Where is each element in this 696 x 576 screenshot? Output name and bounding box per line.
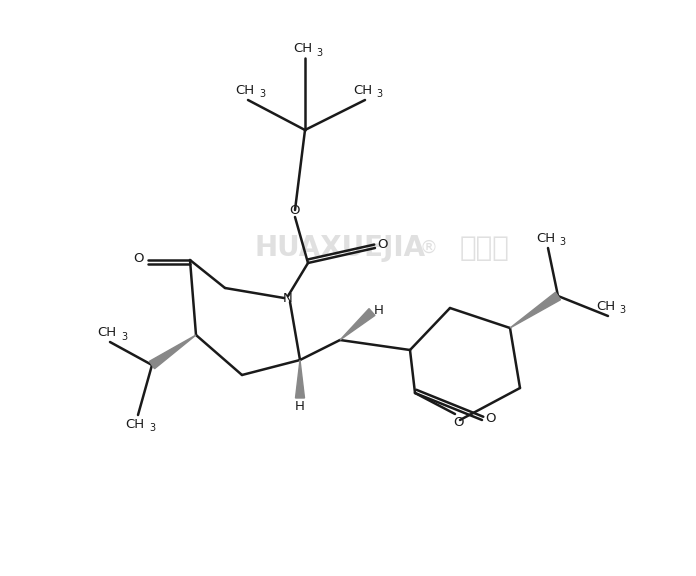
Text: 3: 3 <box>121 332 127 342</box>
Text: O: O <box>453 415 464 429</box>
Text: CH: CH <box>294 43 313 55</box>
Text: CH: CH <box>596 300 615 313</box>
Text: CH: CH <box>97 327 116 339</box>
Text: 3: 3 <box>316 48 322 58</box>
Text: O: O <box>290 203 300 217</box>
Text: O: O <box>486 412 496 426</box>
Text: 3: 3 <box>619 305 625 315</box>
Text: CH: CH <box>235 84 255 97</box>
Polygon shape <box>510 292 560 328</box>
Text: H: H <box>295 400 305 414</box>
Text: 3: 3 <box>149 423 155 433</box>
Text: O: O <box>134 252 144 266</box>
Text: H: H <box>374 304 384 316</box>
Text: 化学加: 化学加 <box>460 234 510 262</box>
Text: CH: CH <box>537 232 555 244</box>
Text: O: O <box>378 238 388 252</box>
Text: CH: CH <box>125 418 145 430</box>
Polygon shape <box>150 335 196 369</box>
Polygon shape <box>340 309 375 340</box>
Text: CH: CH <box>354 84 372 97</box>
Text: ®: ® <box>420 239 438 257</box>
Text: HUAXUEJIA: HUAXUEJIA <box>255 234 425 262</box>
Text: 3: 3 <box>259 89 265 99</box>
Text: N: N <box>283 291 293 305</box>
Polygon shape <box>296 360 305 398</box>
Text: 3: 3 <box>559 237 565 247</box>
Text: 3: 3 <box>376 89 382 99</box>
